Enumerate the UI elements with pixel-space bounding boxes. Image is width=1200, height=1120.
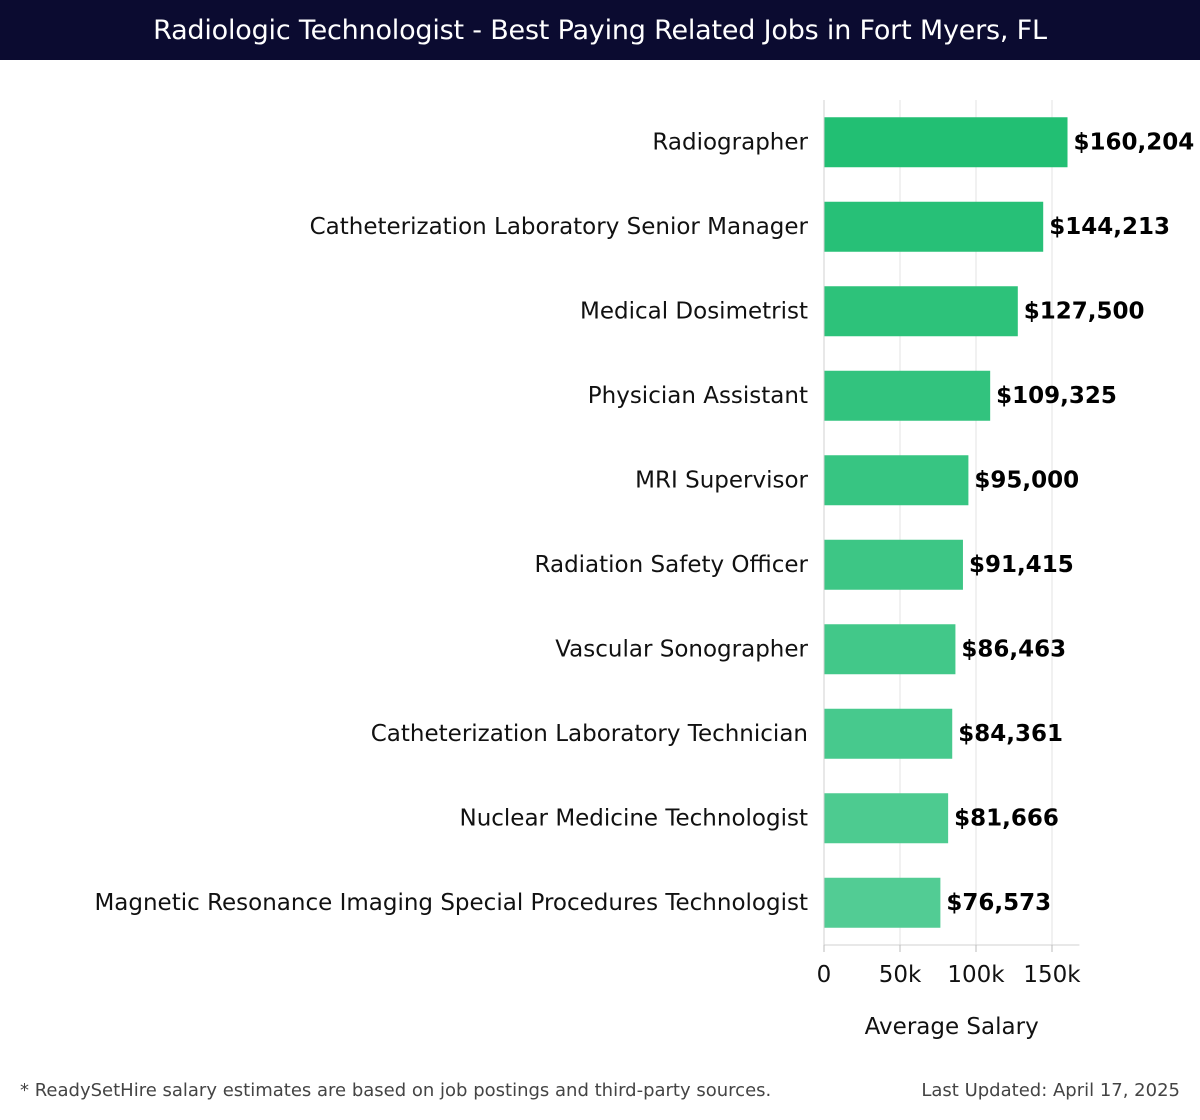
- category-label-1: Catheterization Laboratory Senior Manage…: [310, 214, 809, 240]
- bar-0: [824, 117, 1068, 168]
- x-axis-title: Average Salary: [865, 1014, 1039, 1040]
- x-tick-label-1: 50k: [879, 962, 922, 988]
- value-label-0: $160,204: [1074, 129, 1195, 155]
- bar-9: [824, 877, 941, 928]
- x-tick-label-2: 100k: [947, 962, 1005, 988]
- value-label-1: $144,213: [1049, 214, 1170, 240]
- bar-3: [824, 370, 991, 421]
- chart-title: Radiologic Technologist - Best Paying Re…: [153, 14, 1047, 46]
- category-label-5: Radiation Safety Officer: [535, 552, 809, 578]
- category-label-8: Nuclear Medicine Technologist: [459, 805, 808, 831]
- category-label-0: Radiographer: [652, 129, 808, 155]
- category-label-2: Medical Dosimetrist: [580, 298, 808, 324]
- bar-7: [824, 708, 953, 759]
- category-label-6: Vascular Sonographer: [555, 636, 808, 662]
- bar-4: [824, 455, 969, 506]
- value-label-7: $84,361: [958, 721, 1063, 747]
- value-label-5: $91,415: [969, 552, 1074, 578]
- bar-chart: Radiographer $160,204 Catheterization Labo…: [94, 100, 1195, 1040]
- x-tick-label-0: 0: [817, 962, 832, 988]
- bar-8: [824, 793, 949, 844]
- value-label-4: $95,000: [974, 467, 1079, 493]
- bar-6: [824, 624, 956, 675]
- last-updated: Last Updated: April 17, 2025: [921, 1080, 1180, 1101]
- x-tick-label-3: 150k: [1023, 962, 1081, 988]
- chart-header: Radiologic Technologist - Best Paying Re…: [0, 0, 1200, 60]
- bar-1: [824, 201, 1044, 252]
- value-label-3: $109,325: [996, 383, 1117, 409]
- bar-5: [824, 539, 963, 590]
- value-label-8: $81,666: [954, 805, 1059, 831]
- source-footnote: * ReadySetHire salary estimates are base…: [20, 1080, 772, 1101]
- value-label-9: $76,573: [946, 890, 1051, 916]
- value-label-6: $86,463: [961, 636, 1066, 662]
- category-label-3: Physician Assistant: [588, 383, 808, 409]
- value-label-2: $127,500: [1024, 298, 1145, 324]
- category-label-9: Magnetic Resonance Imaging Special Proce…: [94, 890, 808, 916]
- bar-2: [824, 286, 1018, 337]
- category-label-7: Catheterization Laboratory Technician: [371, 721, 808, 747]
- category-label-4: MRI Supervisor: [635, 467, 808, 493]
